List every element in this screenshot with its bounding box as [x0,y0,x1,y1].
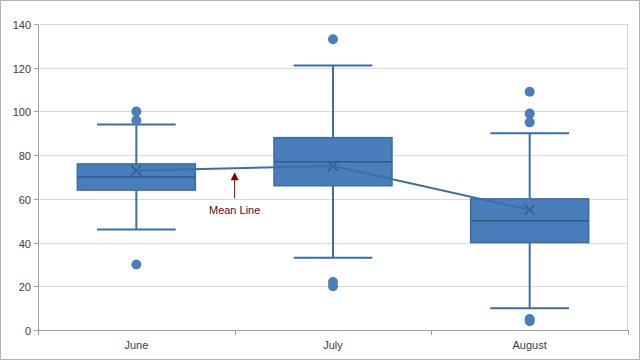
y-tick [34,199,38,200]
median [274,161,392,163]
y-tick-label: 60 [19,194,31,206]
x-tick [628,330,629,335]
box [471,199,589,243]
plot-frame [38,24,628,25]
y-tick-label: 120 [13,63,31,75]
outlier [525,316,535,326]
y-tick [34,111,38,112]
box [77,164,195,190]
mean-line [136,166,529,210]
annotation-arrow [234,178,235,198]
outlier [131,259,141,269]
outlier [328,281,338,291]
y-tick-label: 140 [13,19,31,31]
grid-line [38,24,628,25]
y-tick-label: 20 [19,281,31,293]
whisker-upper [529,133,531,199]
whisker-lower [332,186,334,258]
y-tick-label: 80 [19,150,31,162]
plot-frame [627,24,628,330]
y-tick [34,286,38,287]
x-tick [235,330,236,335]
y-tick-label: 40 [19,238,31,250]
y-tick [34,24,38,25]
y-tick [34,68,38,69]
whisker-cap-min [490,307,569,309]
annotation-arrowhead [231,172,239,180]
chart: 0 20 40 60 80 100 120 140 June July August Mean Lin… [0,0,640,360]
whisker-cap-min [294,257,373,259]
whisker-upper [135,125,137,164]
y-tick [34,243,38,244]
chart-border [1,1,640,360]
box [274,138,392,186]
outlier [328,34,338,44]
x-tick-label: August [513,339,547,351]
whisker-lower [135,190,137,229]
y-axis [38,24,39,330]
median [471,220,589,222]
outlier [131,115,141,125]
whisker-upper [332,66,334,138]
outlier [525,87,535,97]
median [77,176,195,178]
y-tick [34,155,38,156]
whisker-lower [529,243,531,309]
y-tick-label: 100 [13,106,31,118]
x-tick [431,330,432,335]
y-tick [34,330,38,331]
whisker-cap-max [294,65,373,67]
whisker-cap-min [97,228,176,230]
outlier [131,106,141,116]
grid-line [38,330,628,331]
annotation: Mean Line [209,204,260,216]
x-axis [38,330,628,331]
x-tick-label: June [124,339,148,351]
y-tick-label: 0 [25,325,31,337]
outlier [525,117,535,127]
x-tick [38,330,39,335]
outlier [525,109,535,119]
whisker-cap-max [490,132,569,134]
x-tick-label: July [323,339,343,351]
plot-area [77,34,588,326]
